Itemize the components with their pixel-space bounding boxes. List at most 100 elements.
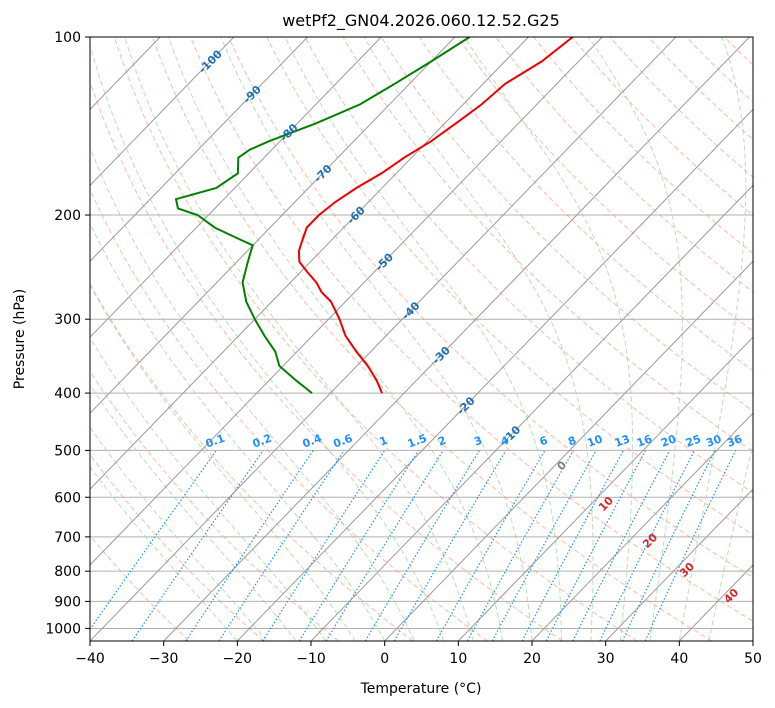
moist-adiabat [90,222,386,641]
isotherm-line [0,37,13,641]
dewpoint-profile [174,37,471,394]
isotherm-line [310,184,753,641]
mixing-ratio-label: 0.6 [331,432,354,451]
mixing-ratio-line [262,450,386,641]
y-tick-label: 700 [54,530,81,546]
dry-adiabat [571,37,753,216]
dry-adiabat [685,37,753,103]
moist-adiabat [90,383,297,641]
mixing-ratio-line [185,450,314,641]
y-tick-label: 1000 [45,621,81,637]
mixing-ratio-label: 0.4 [301,432,324,451]
mixing-ratio-line [644,450,737,641]
dry-adiabat [342,37,753,453]
dry-adiabat [456,37,753,332]
plot-area: -100-90-80-70-60-50-40-30-20-100.1 0.2 0.4… [0,37,775,641]
mixing-ratio-label: 2 [436,434,448,449]
y-axis-ticks: 100 200 300 400 500 600 700 800 900 1000 [45,30,90,637]
y-tick-label: 200 [54,208,81,224]
moist-adiabat [678,37,747,641]
y-tick-label: 400 [54,386,81,402]
temperature-profile [297,37,574,394]
mixing-ratio-line [491,450,597,641]
mixing-ratio-label: 16 [635,432,654,450]
mixing-ratio-label: 0.1 [204,432,227,451]
mixing-ratio-label: 13 [613,432,632,449]
isotherm-line [90,37,529,490]
x-axis-label: Temperature (°C) [360,681,482,697]
isotherm-line [90,37,235,187]
y-tick-label: 800 [54,564,81,580]
y-axis-label: Pressure (hPa) [12,289,28,389]
mixing-ratio-lines [90,450,737,641]
moist-adiabat-label: 20 [640,531,660,551]
x-axis-ticks: −40 −30 −20 −10 0 10 20 30 40 50 [75,641,762,667]
x-tick-label: 20 [523,651,541,667]
moist-adiabat [124,37,474,641]
isotherm-line [90,37,603,566]
mixing-ratio-line [521,450,625,641]
dry-adiabat [90,453,264,641]
x-tick-label: −20 [223,651,253,667]
moist-adiabat [363,37,594,641]
dry-adiabat [90,188,488,641]
moist-adiabat-label: 40 [721,586,741,606]
isotherms [0,37,753,641]
moist-adiabat [588,37,683,641]
isotherm-line [384,260,753,641]
dry-adiabat [304,37,753,494]
x-tick-label: 40 [670,651,688,667]
mixing-ratio-label: 4 [499,434,511,449]
isotherm-line [90,37,677,641]
moist-adiabat-label: 30 [677,560,697,580]
isotherm-label: -100 [196,47,225,76]
mixing-ratio-label: 10 [586,432,605,450]
moist-adiabat [90,426,268,641]
isotherm-line [90,37,382,338]
mixing-ratio-line [218,450,345,641]
dry-adiabat [190,37,753,622]
dry-adiabat [763,37,775,641]
moist-adiabat [90,283,356,641]
moist-adiabat [90,336,327,641]
isotherm-line [457,336,753,641]
y-tick-label: 600 [54,490,81,506]
dry-adiabat [647,37,753,141]
isotherm-line [163,37,750,641]
moist-adiabat [220,37,533,641]
dry-adiabats [90,37,775,641]
mixing-ratio-line [466,450,574,641]
mixing-ratio-label: 25 [684,432,703,449]
mixing-ratio-line [298,450,419,641]
mixing-ratio-label: 1.5 [406,432,429,451]
dry-adiabat [90,80,563,641]
x-tick-label: 50 [744,651,762,667]
y-tick-label: 300 [54,312,81,328]
mixing-ratio-line [131,450,264,641]
x-tick-label: −40 [75,651,105,667]
x-tick-label: 0 [380,651,389,667]
moist-adiabat [708,441,753,641]
dry-adiabat [418,37,753,372]
mixing-ratio-line [90,450,217,631]
mixing-ratio-line [325,450,444,641]
y-tick-label: 500 [54,443,81,459]
x-tick-label: −30 [149,651,179,667]
moist-adiabat [90,465,238,641]
mixing-ratio-label: 30 [704,432,723,450]
isotherm-line [752,640,753,641]
y-tick-label: 100 [54,30,81,46]
dry-adiabat [266,37,753,536]
x-tick-label: 30 [597,651,615,667]
mixing-ratio-label: 8 [566,434,578,449]
plot-frame [89,36,754,642]
moist-adiabat [463,37,634,641]
mixing-ratio-line [364,450,480,641]
sounding-profiles [174,37,574,394]
isotherm-line [90,37,456,414]
mixing-ratio-line [435,450,546,641]
moist-adiabat [284,37,562,641]
y-tick-label: 900 [54,594,81,610]
mixing-ratio-line [545,450,647,641]
